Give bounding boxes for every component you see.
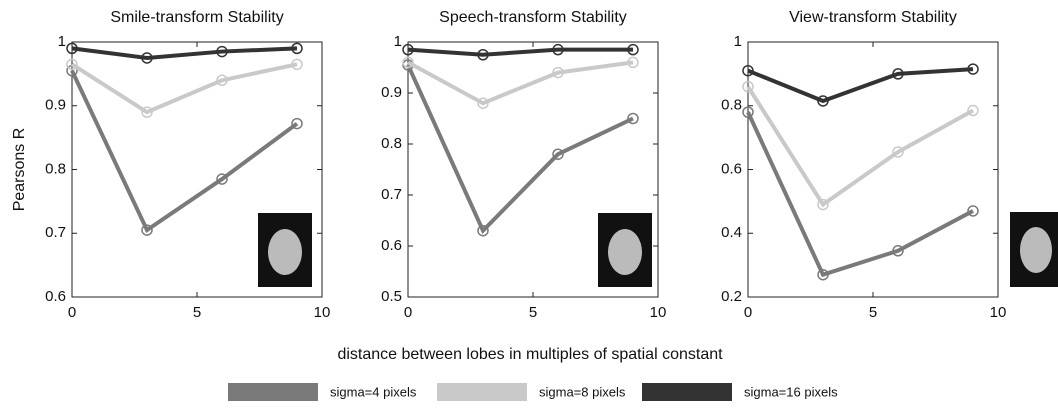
series-line [406, 64, 634, 235]
series-line [746, 85, 974, 208]
data-point [817, 95, 829, 107]
y-tick-label: 0.9 [381, 84, 402, 101]
y-tick-label: 0.8 [721, 97, 742, 114]
data-point [817, 268, 829, 281]
face-thumbnail [258, 212, 1058, 287]
series-line [747, 67, 974, 104]
data-point [742, 64, 754, 77]
series-line [746, 111, 974, 278]
legend-label: sigma=16 pixels [744, 384, 838, 399]
data-point [477, 97, 489, 109]
data-point [291, 42, 303, 55]
x-tick-label: 10 [990, 304, 1007, 321]
y-tick-label: 0.9 [45, 97, 66, 114]
y-tick-label: 0.6 [721, 160, 742, 177]
legend-swatch [437, 383, 527, 401]
data-point [967, 205, 979, 217]
x-tick-label: 5 [193, 304, 201, 321]
y-tick-label: 0.8 [381, 135, 402, 152]
data-point [627, 43, 639, 56]
data-point [552, 66, 564, 79]
legend-label: sigma=4 pixels [330, 384, 417, 399]
x-tick-label: 0 [404, 304, 412, 321]
y-tick-label: 0.8 [45, 160, 66, 177]
x-tick-label: 0 [744, 304, 752, 321]
legend-swatch [228, 383, 318, 401]
data-point [817, 198, 829, 211]
data-point [216, 74, 228, 86]
data-point [892, 245, 904, 257]
legend-swatch [642, 383, 732, 401]
data-point [402, 56, 414, 69]
data-point [477, 224, 489, 237]
y-tick-label: 0.5 [381, 288, 402, 305]
x-tick-label: 5 [869, 304, 877, 321]
x-tick-label: 5 [529, 304, 537, 321]
data-point [216, 45, 228, 58]
y-tick-label: 0.7 [381, 186, 402, 203]
data-point [892, 146, 904, 158]
series-line [70, 62, 298, 115]
x-tick-label: 10 [650, 304, 667, 321]
data-point [742, 80, 754, 93]
data-point [552, 43, 564, 56]
data-point [742, 106, 754, 118]
data-point [402, 43, 414, 56]
data-point [552, 148, 564, 160]
chart-title: Speech-transform Stability [439, 9, 627, 26]
y-tick-label: 0.6 [381, 237, 402, 254]
data-point [477, 49, 489, 61]
y-tick-label: 0.4 [721, 224, 742, 241]
data-point [66, 58, 78, 71]
data-point [66, 42, 78, 55]
data-point [141, 224, 153, 236]
y-tick-label: 0.2 [721, 288, 742, 305]
y-tick-label: 1 [58, 33, 66, 50]
series-line [71, 46, 298, 60]
chart-title: Smile-transform Stability [110, 9, 283, 26]
data-point [141, 106, 153, 118]
data-point [141, 52, 153, 64]
x-tick-label: 10 [314, 304, 331, 321]
data-point [967, 104, 979, 117]
series-line [407, 47, 633, 57]
y-tick-label: 0.7 [45, 224, 66, 241]
series-line [407, 60, 634, 106]
data-point [291, 58, 303, 71]
y-tick-label: 1 [394, 33, 402, 50]
chart-title: View-transform Stability [789, 9, 957, 26]
data-point [627, 56, 639, 69]
data-point [967, 63, 979, 75]
series-line [70, 69, 299, 234]
x-tick-label: 0 [68, 304, 76, 321]
y-tick-label: 0.6 [45, 288, 66, 305]
x-axis-label: distance between lobes in multiples of s… [337, 346, 723, 363]
data-point [892, 68, 904, 80]
y-tick-label: 1 [734, 33, 742, 50]
data-point [627, 112, 639, 125]
y-axis-label: Pearsons R [11, 128, 28, 212]
data-point [216, 173, 228, 185]
legend-label: sigma=8 pixels [539, 384, 626, 399]
data-point [291, 117, 303, 130]
